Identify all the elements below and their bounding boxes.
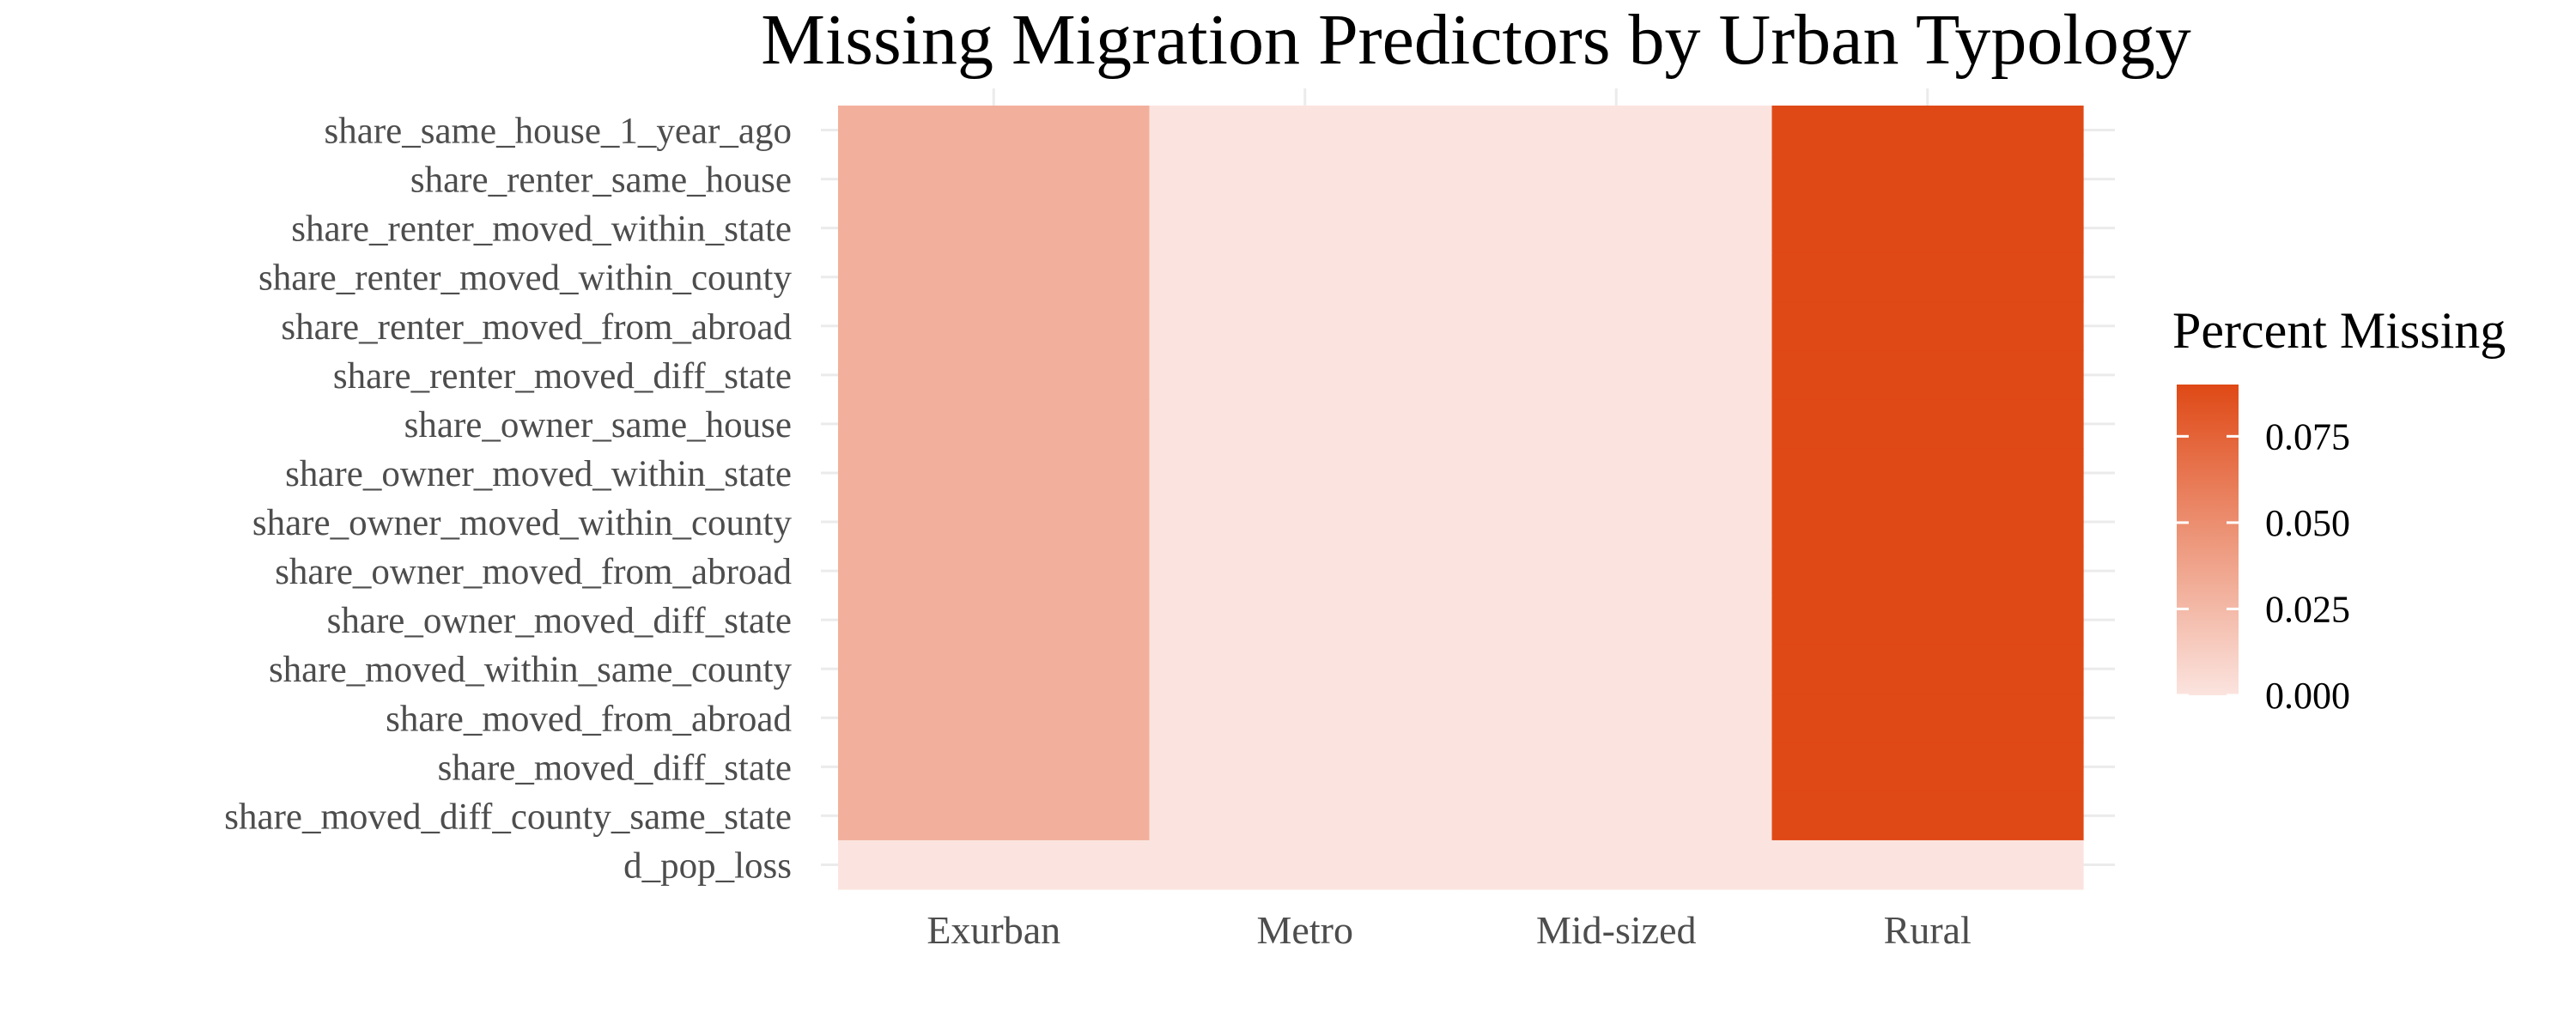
heatmap-cell: [1771, 839, 2084, 890]
heatmap-cell: [1149, 301, 1461, 351]
heatmap-cell: [1771, 203, 2084, 253]
chart-title: Missing Migration Predictors by Urban Ty…: [761, 0, 2190, 80]
heatmap-cell: [1771, 350, 2084, 400]
heatmap-cell: [1149, 203, 1461, 253]
heatmap-cell: [1149, 839, 1461, 890]
legend-tick-label: 0.075: [2265, 415, 2350, 457]
heatmap-cell: [1461, 839, 1773, 890]
y-tick-label: share_renter_moved_diff_state: [333, 356, 792, 397]
heatmap-cell: [1461, 546, 1773, 597]
heatmap-cell: [838, 252, 1151, 302]
y-tick-label: share_moved_from_abroad: [386, 699, 792, 739]
heatmap-cell: [1149, 791, 1461, 841]
legend-ticks: 0.000 0.025 0.050 0.075: [2177, 415, 2350, 717]
heatmap-cell: [1461, 791, 1773, 841]
y-tick-label: share_same_house_1_year_ago: [325, 112, 792, 152]
heatmap-cell: [838, 839, 1151, 890]
legend-tick-label: 0.025: [2265, 588, 2350, 630]
heatmap-cell: [1149, 448, 1461, 499]
heatmap-cell: [1771, 742, 2084, 792]
heatmap-cell: [838, 106, 1151, 155]
y-tick-label: share_renter_same_house: [410, 161, 792, 201]
heatmap-cell: [1149, 154, 1461, 204]
legend-tick-label: 0.000: [2265, 675, 2350, 717]
heatmap-cell: [1461, 154, 1773, 204]
heatmap-cell: [1149, 644, 1461, 694]
y-tick-label: share_owner_moved_within_county: [252, 503, 793, 543]
heatmap-cell: [838, 350, 1151, 400]
heatmap-cell: [1771, 154, 2084, 204]
y-axis-tick-labels: share_same_house_1_year_ago share_renter_…: [224, 112, 792, 887]
y-tick-label: share_renter_moved_within_state: [291, 209, 792, 250]
heatmap-cell: [1771, 252, 2084, 302]
x-tick-label: Metro: [1257, 908, 1353, 952]
heatmap-cell: [1771, 595, 2084, 645]
legend-tick-label: 0.050: [2265, 502, 2350, 544]
x-tick-label: Mid-sized: [1536, 908, 1697, 952]
y-tick-label: share_owner_same_house: [404, 405, 792, 445]
y-tick-label: d_pop_loss: [623, 845, 792, 886]
heatmap-cell: [838, 791, 1151, 841]
heatmap-cell: [1771, 301, 2084, 351]
heatmap-cell: [1771, 546, 2084, 597]
y-tick-label: share_owner_moved_diff_state: [327, 601, 792, 641]
heatmap-cell: [1461, 693, 1773, 743]
heatmap-cell: [1149, 350, 1461, 400]
y-tick-label: share_renter_moved_from_abroad: [281, 307, 792, 348]
heatmap-cell: [838, 203, 1151, 253]
y-tick-label: share_owner_moved_from_abroad: [275, 552, 792, 592]
heatmap-cell: [1461, 497, 1773, 548]
x-tick-label: Rural: [1884, 908, 1971, 952]
heatmap-cell: [838, 154, 1151, 204]
heatmap-cell: [1461, 742, 1773, 792]
heatmap-cell: [1771, 693, 2084, 743]
heatmap-cell: [1771, 791, 2084, 841]
heatmap-cell: [1461, 595, 1773, 645]
heatmap-cell: [1461, 301, 1773, 351]
heatmap-cell: [838, 399, 1151, 450]
heatmap-cell: [1771, 399, 2084, 450]
heatmap-cell: [1149, 497, 1461, 548]
heatmap-cell: [1149, 106, 1461, 155]
heatmap-cell: [1461, 448, 1773, 499]
heatmap-cell: [1461, 203, 1773, 253]
heatmap-cell: [838, 497, 1151, 548]
heatmap-cells: [838, 106, 2084, 890]
heatmap-cell: [1461, 350, 1773, 400]
heatmap-cell: [838, 546, 1151, 597]
heatmap-cell: [838, 301, 1151, 351]
heatmap-cell: [1771, 644, 2084, 694]
legend-title: Percent Missing: [2172, 302, 2506, 359]
heatmap-cell: [838, 448, 1151, 499]
x-tick-label: Exurban: [927, 908, 1060, 952]
heatmap-cell: [1461, 399, 1773, 450]
y-tick-label: share_moved_diff_county_same_state: [224, 797, 792, 837]
color-legend: Percent Missing 0.000 0.025 0.050 0.075: [2172, 302, 2506, 717]
heatmap-cell: [1149, 595, 1461, 645]
heatmap-cell: [838, 644, 1151, 694]
heatmap-cell: [1149, 399, 1461, 450]
heatmap-cell: [1771, 497, 2084, 548]
heatmap-cell: [1771, 448, 2084, 499]
heatmap-cell: [838, 693, 1151, 743]
heatmap-cell: [1461, 644, 1773, 694]
heatmap-cell: [1149, 252, 1461, 302]
heatmap-cell: [1461, 106, 1773, 155]
heatmap-cell: [838, 595, 1151, 645]
x-axis-tick-labels: Exurban Metro Mid-sized Rural: [927, 908, 1971, 952]
y-tick-label: share_renter_moved_within_county: [258, 258, 792, 299]
heatmap-cell: [1149, 742, 1461, 792]
heatmap-cell: [1149, 546, 1461, 597]
heatmap-cell: [1771, 106, 2084, 155]
y-tick-label: share_moved_diff_state: [438, 748, 792, 788]
legend-color-bar: [2177, 385, 2239, 695]
heatmap-cell: [1149, 693, 1461, 743]
y-tick-label: share_moved_within_same_county: [269, 650, 793, 690]
heatmap-cell: [838, 742, 1151, 792]
heatmap-cell: [1461, 252, 1773, 302]
y-tick-label: share_owner_moved_within_state: [285, 454, 792, 494]
